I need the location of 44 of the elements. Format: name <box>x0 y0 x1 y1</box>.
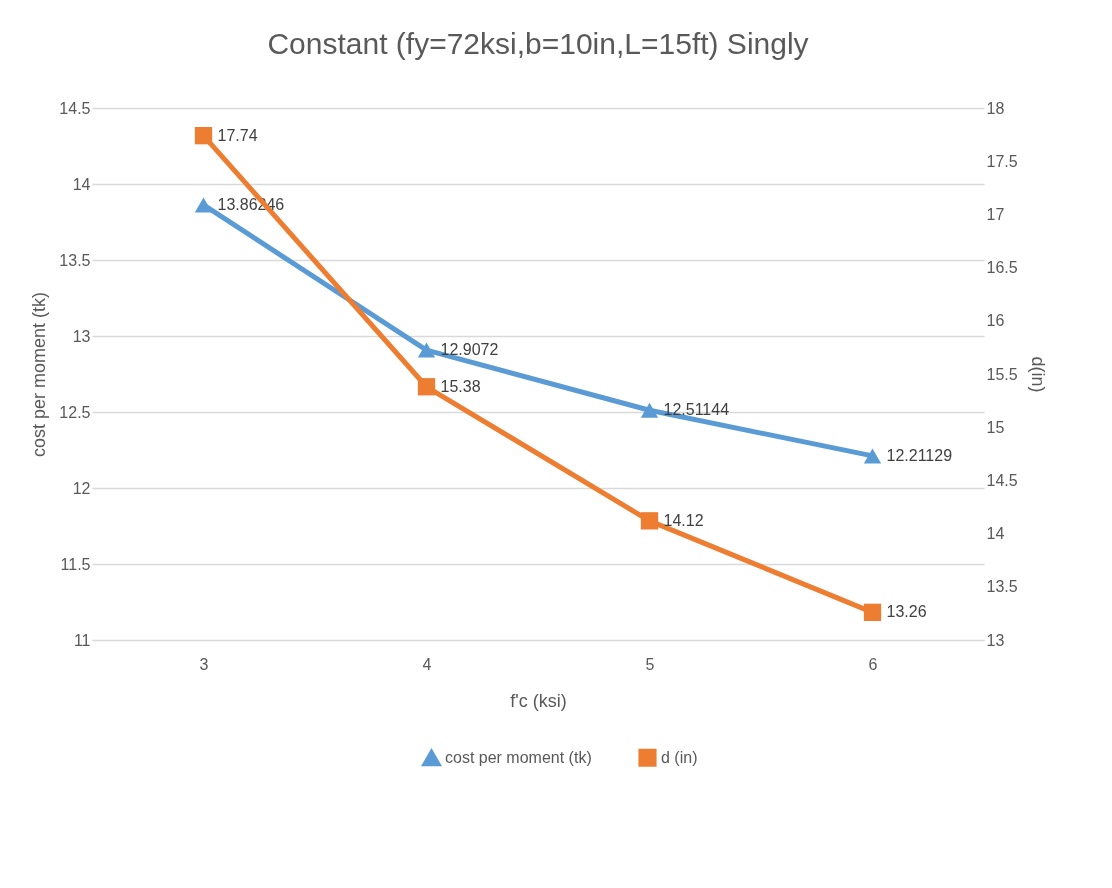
y2-tick-label: 17.5 <box>986 152 1018 170</box>
point <box>640 402 659 418</box>
y2-tick-label: 14.5 <box>986 471 1018 489</box>
y-tick-label: 14 <box>72 175 91 193</box>
y-tick-label: 11 <box>73 631 91 649</box>
y-tick-label: 11.5 <box>60 555 91 573</box>
point <box>640 512 659 530</box>
y2-tick-label: 15.5 <box>986 365 1018 383</box>
data-label: 12.21129 <box>886 446 953 464</box>
data-label: 12.51144 <box>663 401 730 419</box>
point <box>194 127 213 145</box>
y2-tick-label: 13 <box>986 631 1005 649</box>
point <box>417 342 436 358</box>
data-label: 13.26 <box>886 603 927 621</box>
chart-title: Constant (fy=72ksi,b=10in,L=15ft) Singly <box>267 27 809 60</box>
data-label: 14.12 <box>663 511 704 529</box>
y-tick-label: 13 <box>72 327 91 345</box>
y2-tick-label: 15 <box>986 418 1005 436</box>
legend-label: cost per moment (tk) <box>445 749 592 767</box>
y-tick-label: 13.5 <box>59 251 91 269</box>
point <box>194 197 213 213</box>
y-axis-title: cost per moment (tk) <box>29 291 50 458</box>
data-label: 15.38 <box>440 377 481 395</box>
y2-tick-label: 16 <box>986 312 1005 330</box>
point <box>863 603 882 621</box>
x-tick-label: 4 <box>422 655 432 673</box>
data-label: 12.9072 <box>440 341 499 359</box>
y2-tick-label: 17 <box>986 205 1005 223</box>
x-axis-title: f'c (ksi) <box>510 690 567 711</box>
x-tick-label: 6 <box>868 655 878 673</box>
y2-tick-label: 16.5 <box>986 259 1018 277</box>
y-tick-label: 12.5 <box>59 403 91 421</box>
y2-tick-label: 13.5 <box>986 578 1018 596</box>
data-label: 17.74 <box>217 126 258 144</box>
legend-label: d (in) <box>661 748 698 766</box>
y-tick-label: 12 <box>72 479 91 497</box>
y2-tick-label: 14 <box>986 525 1005 543</box>
y2-axis-title: d(in) <box>1027 356 1048 393</box>
point <box>417 378 436 396</box>
y-tick-label: 14.5 <box>59 99 91 117</box>
y2-tick-label: 18 <box>986 99 1005 117</box>
x-tick-label: 5 <box>645 655 655 673</box>
point <box>863 448 882 464</box>
x-tick-label: 3 <box>199 655 209 673</box>
